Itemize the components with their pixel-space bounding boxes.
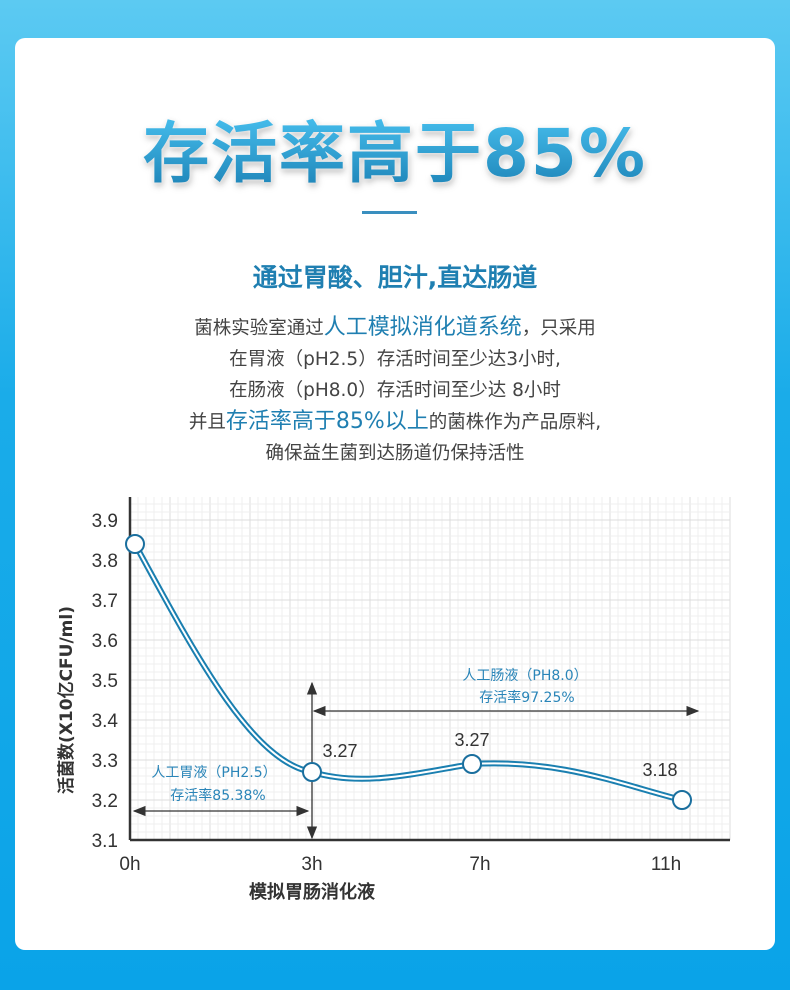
x-tick-label: 7h — [469, 854, 490, 875]
y-tick-label: 3.5 — [92, 671, 118, 692]
x-axis-label: 模拟胃肠消化液 — [249, 881, 376, 903]
description: 菌株实验室通过人工模拟消化道系统，只采用 在胃液（pH2.5）存活时间至少达3小… — [0, 312, 790, 469]
y-tick-label: 3.2 — [92, 791, 118, 812]
data-point — [462, 754, 482, 774]
annotation-stomach-rate: 存活率85.38% — [170, 787, 265, 804]
annotation-intestine: 人工肠液（PH8.0） — [462, 668, 587, 684]
y-tick-label: 3.8 — [92, 551, 118, 572]
y-axis-label: 活菌数(X10亿CFU/ml) — [56, 606, 77, 794]
x-tick-label: 11h — [651, 854, 681, 875]
annotation-stomach: 人工胃液（PH2.5） — [151, 765, 276, 781]
data-label: 3.18 — [642, 760, 677, 780]
content-card — [15, 38, 775, 950]
y-tick-label: 3.4 — [92, 711, 119, 732]
data-point — [672, 790, 692, 810]
desc-text: 在肠液（pH8.0）存活时间至少达 8小时 — [229, 380, 561, 401]
x-tick-label: 0h — [119, 854, 140, 875]
desc-text: ，只采用 — [521, 318, 596, 339]
x-tick-label: 3h — [301, 854, 322, 875]
divider — [362, 211, 417, 214]
desc-highlight: 人工模拟消化道系统 — [323, 315, 522, 340]
headline: 存活率高于85% — [0, 100, 790, 196]
y-tick-label: 3.7 — [92, 591, 118, 612]
y-tick-label: 3.6 — [92, 631, 118, 652]
desc-text: 确保益生菌到达肠道仍保持活性 — [265, 443, 525, 464]
data-point — [125, 534, 145, 554]
desc-text: 并且 — [188, 412, 226, 433]
desc-text: 菌株实验室通过 — [194, 318, 324, 339]
data-point — [302, 762, 322, 782]
desc-highlight: 存活率高于85%以上 — [225, 409, 429, 434]
data-label: 3.27 — [322, 741, 357, 761]
annotation-intestine-rate: 存活率97.25% — [479, 689, 574, 706]
data-label: 3.27 — [454, 730, 489, 750]
desc-text: 的菌株作为产品原料, — [428, 412, 602, 433]
data-line-inner — [134, 543, 683, 801]
desc-text: 在胃液（pH2.5）存活时间至少达3小时, — [229, 349, 561, 370]
subtitle: 通过胃酸、胆汁,直达肠道 — [252, 263, 538, 292]
y-tick-label: 3.9 — [92, 511, 118, 532]
y-tick-label: 3.1 — [92, 831, 118, 852]
y-tick-label: 3.3 — [92, 751, 118, 772]
